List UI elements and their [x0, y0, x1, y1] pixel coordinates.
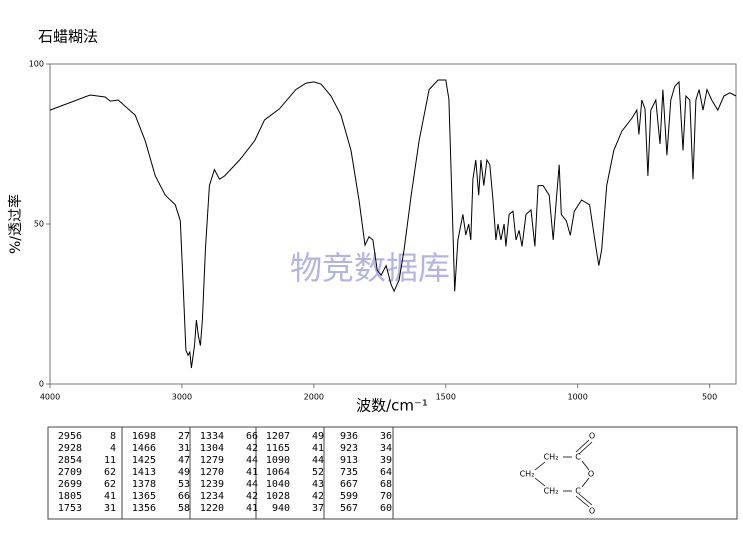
peak-wavenumber: 913: [340, 455, 358, 466]
peak-wavenumber: 940: [272, 503, 290, 514]
peak-transmittance: 43: [312, 479, 324, 490]
peak-wavenumber: 1239: [200, 479, 224, 490]
y-tick-label: 0: [39, 380, 44, 389]
peak-transmittance: 58: [178, 503, 190, 514]
structure-atom: CH₂: [544, 487, 559, 496]
peak-transmittance: 27: [178, 431, 190, 442]
structure-atom: O: [588, 470, 594, 479]
structure-atom: CH₂: [520, 470, 535, 479]
peak-wavenumber: 1220: [200, 503, 224, 514]
x-tick-label: 3000: [172, 393, 192, 402]
peak-wavenumber: 1064: [266, 467, 290, 478]
peak-transmittance: 44: [312, 455, 324, 466]
peak-transmittance: 47: [178, 455, 190, 466]
table-dividers: [121, 427, 394, 519]
spectrum-line: [49, 79, 737, 369]
peak-wavenumber: 2956: [58, 431, 82, 442]
peak-transmittance: 52: [312, 467, 324, 478]
peak-wavenumber: 1413: [132, 467, 156, 478]
peak-wavenumber: 2928: [58, 443, 82, 454]
structure-atom: O: [589, 432, 595, 441]
structure-atom: O: [589, 507, 595, 516]
peak-transmittance: 70: [380, 491, 392, 502]
peak-wavenumber: 1090: [266, 455, 290, 466]
peak-wavenumber: 1234: [200, 491, 224, 502]
peak-transmittance: 41: [104, 491, 116, 502]
peak-wavenumber: 1466: [132, 443, 156, 454]
peak-wavenumber: 2699: [58, 479, 82, 490]
peak-wavenumber: 923: [340, 443, 358, 454]
peak-transmittance: 36: [380, 431, 392, 442]
peak-wavenumber: 1805: [58, 491, 82, 502]
peak-wavenumber: 1270: [200, 467, 224, 478]
peak-wavenumber: 1334: [200, 431, 224, 442]
y-axis-label: %/透过率: [7, 194, 24, 254]
peak-wavenumber: 1165: [266, 443, 290, 454]
peak-wavenumber: 1040: [266, 479, 290, 490]
watermark: 物竞数据库: [290, 249, 450, 287]
peak-wavenumber: 1425: [132, 455, 156, 466]
peak-transmittance: 42: [312, 491, 324, 502]
peak-transmittance: 44: [246, 455, 258, 466]
peak-transmittance: 31: [178, 443, 190, 454]
peak-transmittance: 62: [104, 479, 116, 490]
peak-transmittance: 62: [104, 467, 116, 478]
peak-transmittance: 41: [312, 443, 324, 454]
y-tick-label: 50: [34, 220, 44, 229]
peak-transmittance: 31: [104, 503, 116, 514]
peak-transmittance: 34: [380, 443, 392, 454]
peak-wavenumber: 667: [340, 479, 358, 490]
peak-transmittance: 42: [246, 443, 258, 454]
peak-transmittance: 60: [380, 503, 392, 514]
peak-transmittance: 66: [178, 491, 190, 502]
peak-wavenumber: 1356: [132, 503, 156, 514]
peak-transmittance: 66: [246, 431, 258, 442]
peak-wavenumber: 2854: [58, 455, 82, 466]
peak-transmittance: 64: [380, 467, 392, 478]
structure-atom: C: [575, 487, 581, 496]
peak-transmittance: 11: [104, 455, 116, 466]
chart-title: 石蜡糊法: [38, 28, 98, 46]
peak-transmittance: 4: [110, 443, 116, 454]
x-tick-label: 4000: [40, 393, 60, 402]
peak-wavenumber: 1304: [200, 443, 224, 454]
x-tick-label: 1000: [568, 393, 588, 402]
peak-wavenumber: 599: [340, 491, 358, 502]
peak-wavenumber: 1207: [266, 431, 290, 442]
peak-transmittance: 49: [312, 431, 324, 442]
peak-transmittance: 41: [246, 503, 258, 514]
peak-wavenumber: 1365: [132, 491, 156, 502]
peak-wavenumber: 1279: [200, 455, 224, 466]
peak-transmittance: 39: [380, 455, 392, 466]
plot-frame: [49, 63, 737, 385]
peak-transmittance: 8: [110, 431, 116, 442]
peak-wavenumber: 1753: [58, 503, 82, 514]
peak-transmittance: 44: [246, 479, 258, 490]
peak-wavenumber: 936: [340, 431, 358, 442]
x-tick-label: 1500: [436, 393, 456, 402]
structure-atom: C: [575, 453, 581, 462]
peak-wavenumber: 1378: [132, 479, 156, 490]
peak-wavenumber: 735: [340, 467, 358, 478]
y-tick-label: 100: [29, 60, 44, 69]
x-axis-label: 波数/cm⁻¹: [356, 397, 428, 415]
peak-transmittance: 41: [246, 467, 258, 478]
peak-transmittance: 42: [246, 491, 258, 502]
peak-transmittance: 53: [178, 479, 190, 490]
peak-transmittance: 68: [380, 479, 392, 490]
x-tick-label: 500: [702, 393, 717, 402]
structure-bonds: [534, 439, 593, 508]
x-tick-label: 2000: [304, 393, 324, 402]
peak-transmittance: 49: [178, 467, 190, 478]
structure-atom: CH₂: [544, 453, 559, 462]
peak-wavenumber: 1028: [266, 491, 290, 502]
peak-transmittance: 37: [312, 503, 324, 514]
peak-wavenumber: 2709: [58, 467, 82, 478]
peak-wavenumber: 567: [340, 503, 358, 514]
peak-wavenumber: 1698: [132, 431, 156, 442]
